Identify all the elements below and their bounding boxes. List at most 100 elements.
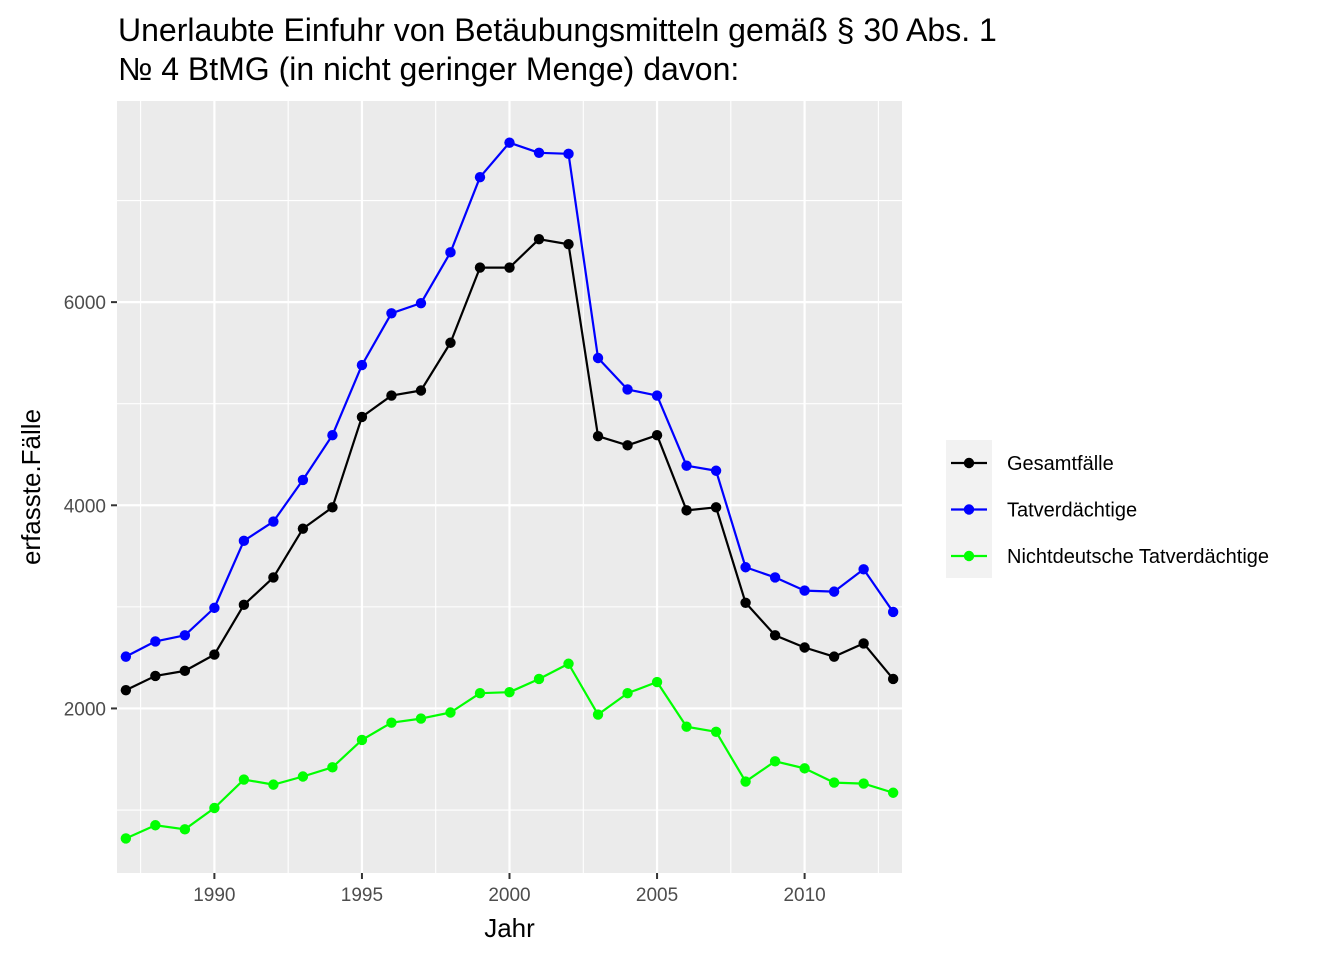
data-point <box>769 572 781 583</box>
data-point <box>799 585 810 596</box>
data-point <box>268 779 279 790</box>
data-point <box>504 137 515 148</box>
legend-label: Gesamtfälle <box>1007 453 1114 475</box>
data-point <box>622 688 633 699</box>
data-point <box>651 676 663 688</box>
data-point <box>533 233 545 245</box>
data-point <box>592 352 604 364</box>
data-point <box>769 756 781 767</box>
data-point <box>858 638 869 649</box>
data-point <box>386 390 397 401</box>
y-tick-label: 6000 <box>64 293 106 314</box>
chart-title-line-1: Unerlaubte Einfuhr von Betäubungsmitteln… <box>118 12 997 48</box>
data-point <box>120 651 132 662</box>
data-point <box>828 586 840 597</box>
data-point <box>681 460 692 471</box>
data-point <box>769 630 781 641</box>
data-point <box>740 562 751 573</box>
data-point <box>297 474 309 486</box>
data-point <box>179 824 191 835</box>
x-tick-label: 2010 <box>783 885 825 906</box>
x-tick-label: 1990 <box>193 885 235 906</box>
data-point <box>622 440 633 451</box>
data-point <box>268 572 279 583</box>
data-point <box>179 630 191 641</box>
data-point <box>327 429 338 441</box>
data-point <box>651 390 663 401</box>
data-point <box>386 308 397 319</box>
data-point <box>858 778 869 789</box>
x-axis: 1990 1995 2000 2005 2010 <box>193 873 826 906</box>
x-tick-label: 1995 <box>341 885 383 906</box>
y-tick-label: 2000 <box>64 699 106 720</box>
data-point <box>563 658 574 669</box>
chart-title-line-2: № 4 BtMG (in nicht geringer Menge) davon… <box>118 51 739 87</box>
data-point <box>799 642 810 653</box>
data-point <box>150 820 161 831</box>
data-point <box>445 337 456 348</box>
data-point <box>297 523 309 534</box>
legend-key-point <box>963 504 975 515</box>
data-point <box>828 777 840 788</box>
legend-key-point <box>963 550 975 562</box>
data-point <box>327 502 338 513</box>
data-point <box>681 505 692 516</box>
data-point <box>415 297 427 309</box>
data-point <box>268 516 279 527</box>
data-point <box>327 762 338 773</box>
data-point <box>828 651 840 662</box>
data-point <box>592 431 604 442</box>
data-point <box>887 606 899 618</box>
data-point <box>474 688 486 699</box>
data-point <box>445 247 456 258</box>
x-tick-label: 2005 <box>636 885 678 906</box>
data-point <box>445 707 456 718</box>
data-point <box>474 262 486 273</box>
data-point <box>504 686 515 698</box>
data-point <box>356 411 368 423</box>
data-point <box>651 429 663 441</box>
data-point <box>887 787 899 798</box>
data-point <box>120 684 132 696</box>
data-point <box>150 636 161 647</box>
y-tick-label: 4000 <box>64 496 106 517</box>
data-point <box>858 564 869 575</box>
data-point <box>799 763 810 774</box>
legend-key-point <box>963 457 975 469</box>
data-point <box>681 721 692 732</box>
data-point <box>592 709 604 720</box>
data-point <box>209 602 220 614</box>
data-point <box>740 597 751 608</box>
data-point <box>120 833 132 844</box>
data-point <box>415 713 427 724</box>
data-point <box>238 535 250 547</box>
data-point <box>209 649 220 660</box>
data-point <box>356 734 368 746</box>
y-axis: 2000 4000 6000 <box>64 293 117 720</box>
data-point <box>474 171 486 183</box>
data-point <box>533 147 545 159</box>
data-point <box>740 776 751 787</box>
legend-label: Tatverdächtige <box>1007 500 1137 522</box>
data-point <box>887 673 899 685</box>
y-axis-title: erfasste.Fälle <box>16 409 46 565</box>
data-point <box>238 774 250 785</box>
data-point <box>209 802 220 814</box>
x-tick-label: 2000 <box>488 885 530 906</box>
data-point <box>386 717 397 728</box>
data-point <box>238 599 250 611</box>
data-point <box>150 670 161 682</box>
data-point <box>504 262 515 273</box>
series-layer <box>120 137 899 844</box>
data-point <box>415 385 427 396</box>
data-point <box>533 673 545 685</box>
data-point <box>179 665 191 677</box>
data-point <box>563 239 574 250</box>
data-point <box>563 148 574 160</box>
data-point <box>710 726 722 738</box>
data-point <box>356 359 368 371</box>
data-point <box>622 384 633 395</box>
data-point <box>710 465 722 476</box>
legend: Gesamtfälle Tatverdächtige Nichtdeutsche T… <box>951 453 1269 568</box>
